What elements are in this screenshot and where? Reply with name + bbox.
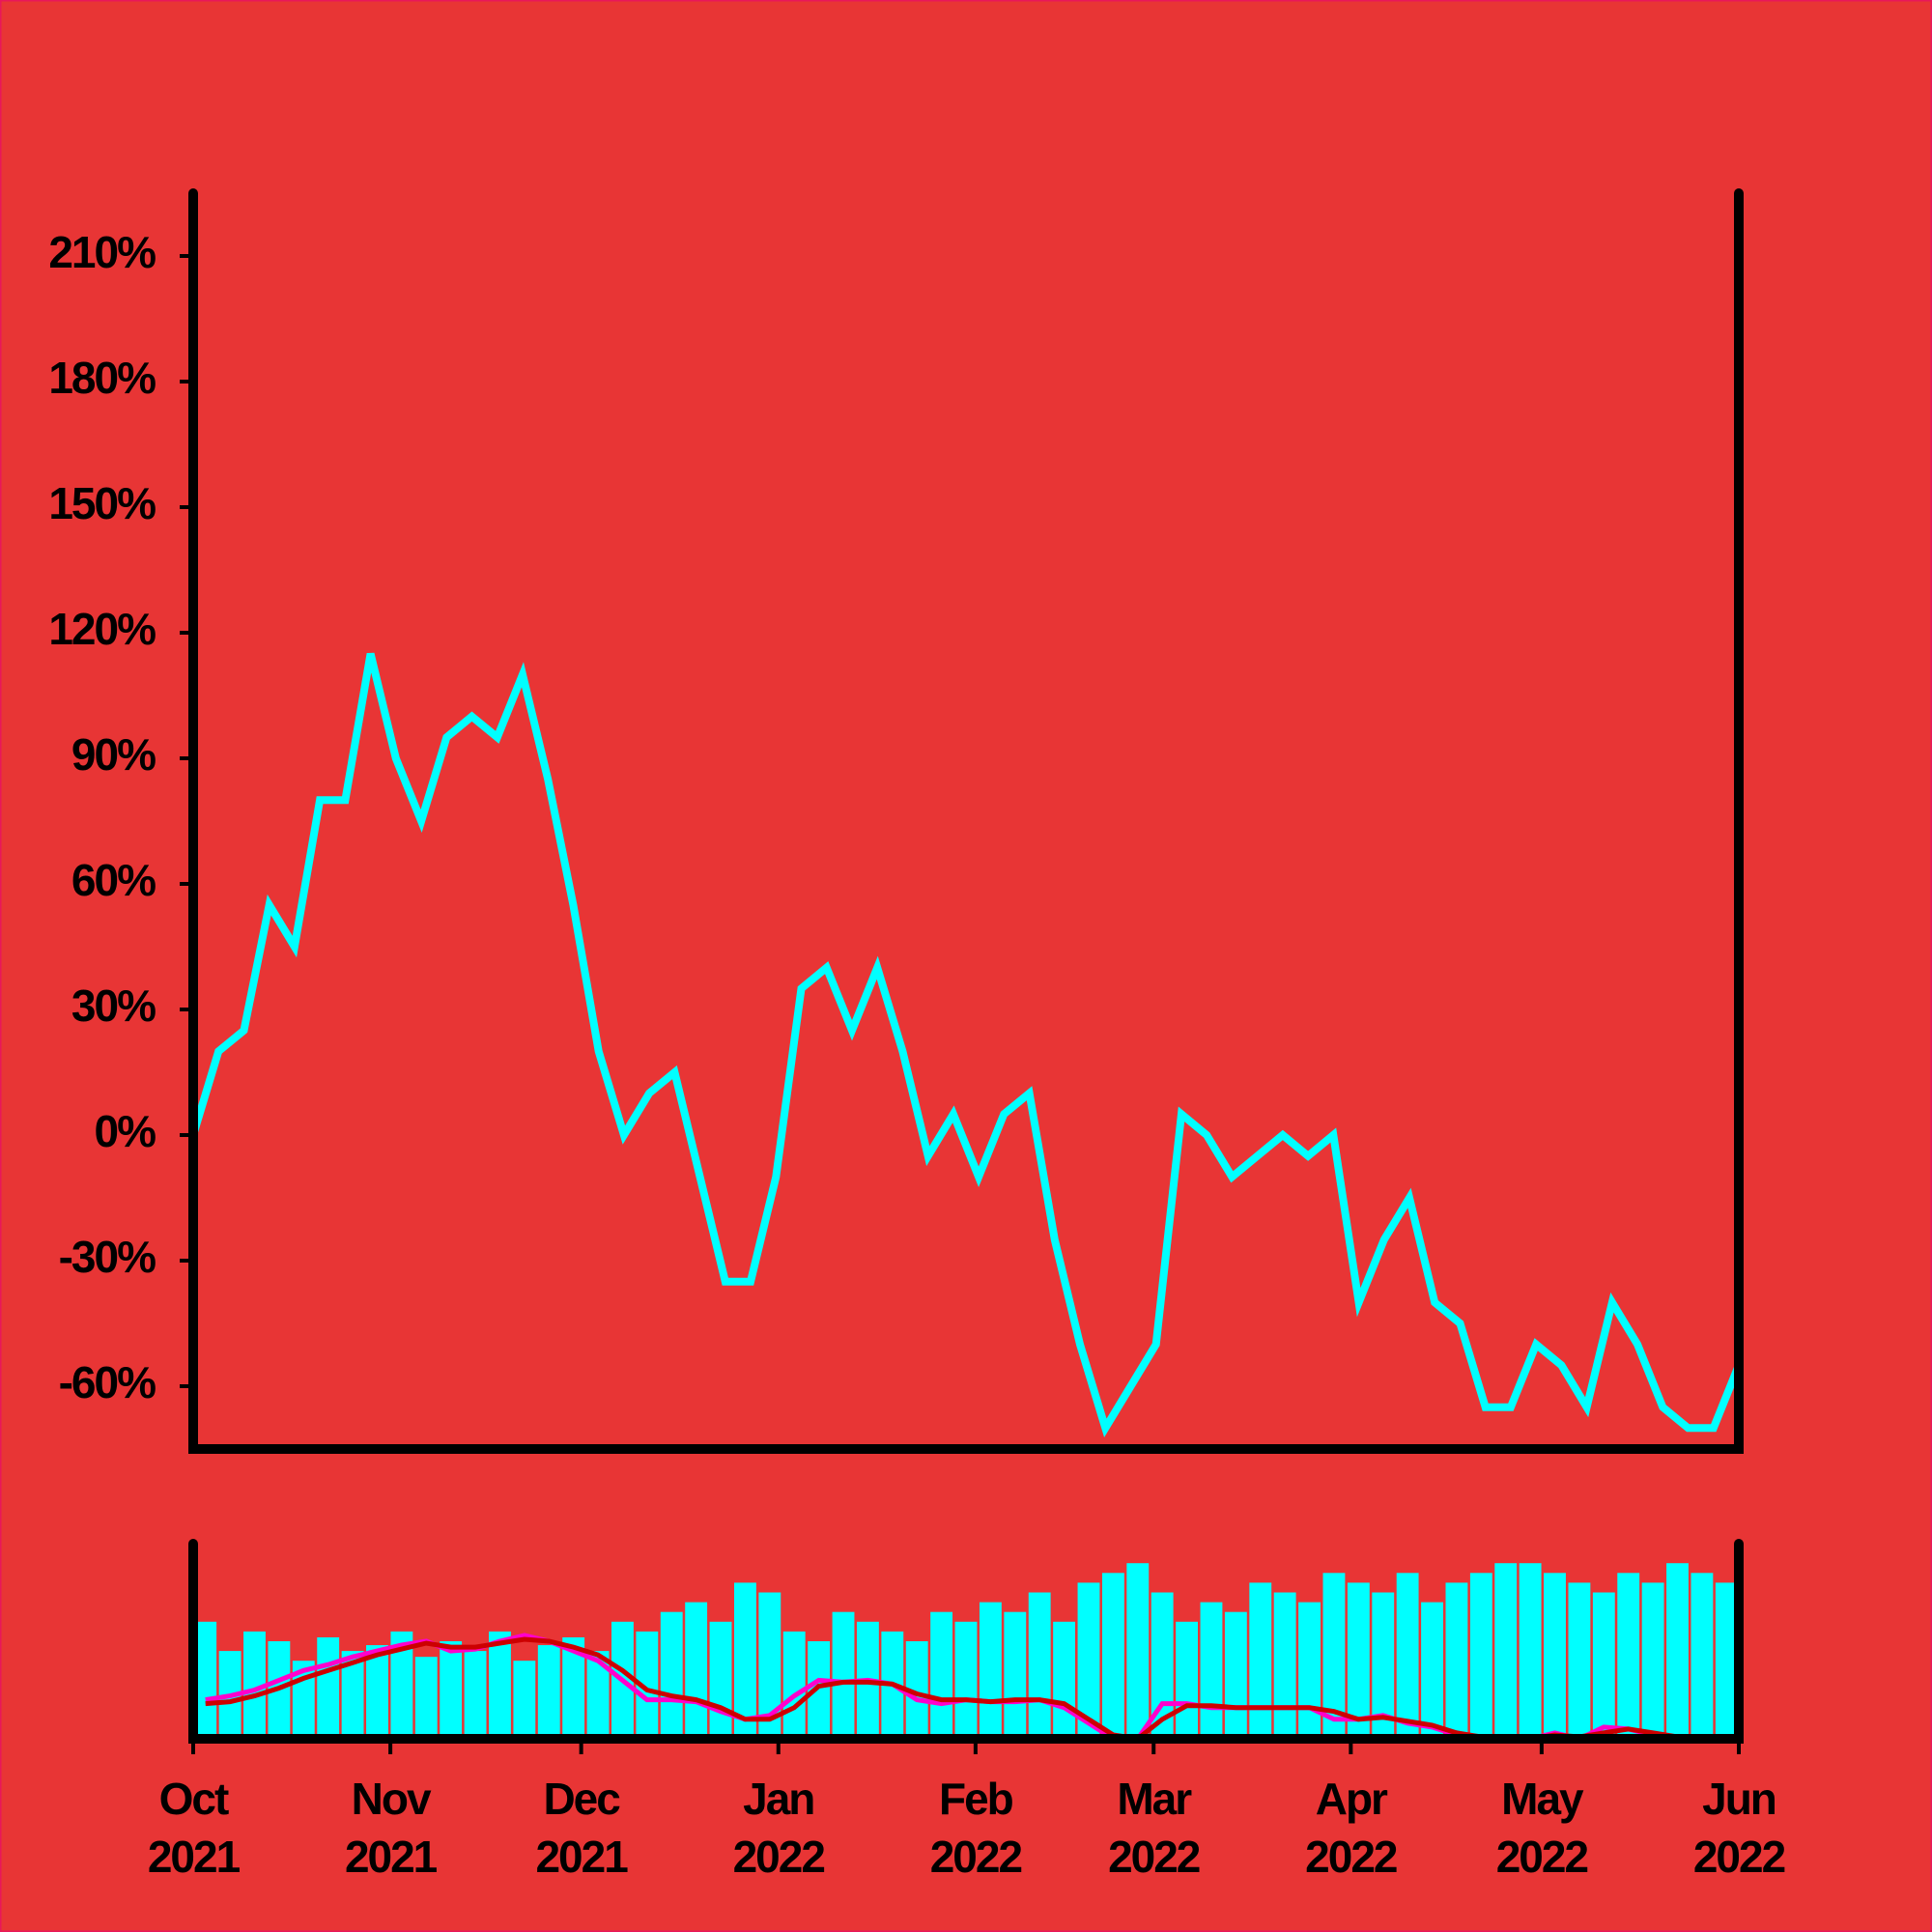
x-tick-label: Mar 2022 (1108, 1774, 1200, 1882)
bar (1445, 1582, 1468, 1739)
bar (1469, 1573, 1492, 1739)
bar (782, 1631, 806, 1739)
y-tick-label: 90% (71, 729, 156, 780)
x-tick-label-line: 2021 (148, 1832, 241, 1882)
bar (1200, 1602, 1223, 1739)
plot-frame (188, 1539, 1744, 1744)
bar (390, 1631, 413, 1739)
bar (1421, 1602, 1443, 1739)
bar (194, 1621, 217, 1739)
x-tick-label-line: 2022 (1305, 1832, 1397, 1882)
bar (513, 1661, 536, 1739)
x-tick-label-line: 2022 (1108, 1832, 1200, 1882)
bar (905, 1641, 928, 1739)
y-tick-label: 180% (48, 353, 156, 403)
x-tick-label-line: Apr (1316, 1774, 1388, 1824)
bar (1322, 1573, 1346, 1739)
x-tick-label: May 2022 (1496, 1774, 1588, 1882)
bar (1568, 1582, 1591, 1739)
y-tick-label: 0% (95, 1106, 156, 1156)
x-tick-label: Dec 2021 (535, 1774, 628, 1882)
x-tick-label-line: Jun (1702, 1774, 1776, 1824)
bar (317, 1636, 340, 1739)
bar (243, 1631, 266, 1739)
bar (709, 1621, 732, 1739)
bar (586, 1651, 610, 1739)
bar (1666, 1563, 1689, 1739)
bar (562, 1636, 585, 1739)
bar (1544, 1573, 1566, 1739)
bar (1592, 1592, 1615, 1739)
x-tick-label-line: 2022 (1693, 1832, 1785, 1882)
bar (1224, 1611, 1247, 1739)
bar (1298, 1602, 1321, 1739)
x-tick-label: Oct 2021 (148, 1774, 241, 1882)
bar (440, 1641, 463, 1739)
bar (832, 1611, 855, 1739)
bar (1004, 1611, 1027, 1739)
bar (1176, 1621, 1198, 1739)
bar (1715, 1582, 1738, 1739)
x-tick-label: Apr 2022 (1305, 1774, 1397, 1882)
x-tick-label-line: Dec (543, 1774, 620, 1824)
data-line (205, 1636, 1703, 1742)
x-tick-label-line: 2022 (930, 1832, 1022, 1882)
bar (660, 1611, 683, 1739)
bar (1641, 1582, 1664, 1739)
bar (366, 1645, 388, 1739)
bar (758, 1592, 781, 1739)
x-tick-label-line: 2021 (345, 1832, 438, 1882)
x-tick-label-line: Feb (939, 1774, 1013, 1824)
bar (1494, 1563, 1518, 1739)
bar (1249, 1582, 1272, 1739)
bar (341, 1651, 364, 1739)
bar (734, 1582, 756, 1739)
y-tick-label: 30% (71, 980, 156, 1031)
y-tick-label: 150% (48, 478, 156, 528)
y-tick-label: -30% (59, 1232, 156, 1282)
bar (1347, 1582, 1370, 1739)
bar (808, 1641, 831, 1739)
x-tick-label: Jan 2022 (733, 1774, 825, 1882)
bar (930, 1611, 953, 1739)
bar (636, 1631, 659, 1739)
y-tick-label: 120% (48, 604, 156, 654)
bar (1101, 1573, 1124, 1739)
x-tick-label-line: 2021 (535, 1832, 628, 1882)
x-tick-label-line: 2022 (1496, 1832, 1588, 1882)
bar (464, 1651, 487, 1739)
bar (537, 1645, 560, 1739)
bar (1028, 1592, 1051, 1739)
bar (1053, 1621, 1076, 1739)
bar (979, 1602, 1002, 1739)
y-tick-label: 60% (71, 855, 156, 905)
bar (685, 1602, 708, 1739)
bar (1690, 1573, 1714, 1739)
x-tick-label-line: Mar (1117, 1774, 1192, 1824)
y-tick-label: 210% (48, 227, 156, 277)
x-tick-label: Jun 2022 (1693, 1774, 1785, 1882)
bar (1519, 1563, 1542, 1739)
y-tick-label: -60% (59, 1357, 156, 1407)
x-tick-label: Feb 2022 (930, 1774, 1022, 1882)
x-tick-label: Nov 2021 (345, 1774, 438, 1882)
bar (1617, 1573, 1640, 1739)
bar (1396, 1573, 1419, 1739)
x-tick-label-line: 2022 (733, 1832, 825, 1882)
plot-frame (188, 188, 1744, 1454)
x-tick-label-line: Jan (743, 1774, 813, 1824)
data-line (189, 652, 1743, 1438)
x-tick-label-line: May (1501, 1774, 1584, 1824)
bar (954, 1621, 978, 1739)
x-tick-label-line: Oct (159, 1774, 229, 1824)
x-tick-label-line: Nov (352, 1774, 432, 1824)
bar (414, 1657, 438, 1739)
bar (1126, 1563, 1150, 1739)
bar (1077, 1582, 1100, 1739)
bar (1273, 1592, 1296, 1739)
bar (489, 1631, 511, 1739)
bar (1372, 1592, 1395, 1739)
